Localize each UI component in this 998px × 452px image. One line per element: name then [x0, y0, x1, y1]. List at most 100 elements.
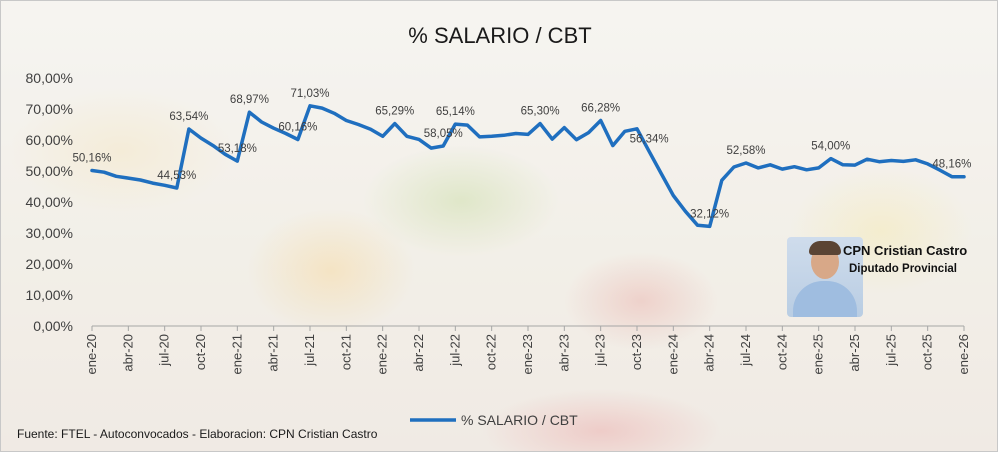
author-avatar [787, 237, 863, 317]
data-point [381, 135, 384, 138]
data-label: 56,34% [630, 133, 669, 145]
data-point [139, 178, 142, 182]
x-tick-label: jul-23 [593, 334, 608, 367]
data-label: 48,16% [932, 159, 971, 171]
data-point [308, 104, 312, 108]
data-point [127, 176, 130, 180]
data-point [369, 127, 372, 131]
data-point [514, 132, 518, 135]
x-tick-label: ene-25 [811, 334, 826, 374]
author-badge: CPN Cristian Castro Diputado Provincial [787, 237, 973, 317]
author-role: Diputado Provincial [849, 263, 957, 275]
author-name: CPN Cristian Castro [843, 243, 968, 258]
x-tick-label: ene-20 [84, 334, 99, 374]
data-point [102, 171, 106, 174]
y-tick-label: 0,00% [33, 318, 73, 334]
data-point [333, 112, 336, 115]
data-point [284, 132, 287, 135]
data-label: 58,05% [424, 128, 463, 140]
data-label: 63,54% [169, 111, 208, 123]
y-tick-label: 50,00% [26, 163, 73, 179]
y-tick-label: 20,00% [26, 256, 73, 272]
x-tick-label: ene-21 [229, 334, 244, 374]
data-label: 60,16% [278, 122, 317, 134]
data-point [890, 159, 893, 162]
x-tick-label: ene-26 [956, 334, 971, 374]
data-label: 68,97% [230, 94, 269, 106]
data-label: 53,18% [218, 143, 257, 155]
data-point [611, 144, 614, 147]
data-label: 65,14% [436, 106, 475, 118]
data-point [841, 163, 845, 166]
data-point [696, 224, 699, 227]
x-tick-label: jul-22 [447, 334, 462, 367]
data-point [538, 122, 542, 125]
chart-title: % SALARIO / CBT [408, 23, 591, 48]
data-point [635, 127, 639, 131]
y-tick-label: 40,00% [26, 194, 73, 210]
data-point [187, 127, 191, 131]
data-point [672, 194, 675, 197]
x-tick-label: oct-25 [920, 334, 935, 370]
data-point [224, 153, 227, 156]
x-tick-label: oct-21 [338, 334, 353, 370]
legend: % SALARIO / CBT [410, 412, 578, 428]
x-tick-label: oct-24 [774, 334, 789, 370]
data-point [926, 162, 929, 166]
data-point [744, 161, 748, 165]
data-label: 66,28% [581, 103, 620, 115]
x-tick-label: ene-24 [665, 334, 680, 374]
x-tick-label: abr-22 [411, 334, 426, 372]
data-label: 54,00% [811, 141, 850, 153]
x-tick-label: ene-23 [520, 334, 535, 374]
legend-label: % SALARIO / CBT [461, 412, 578, 428]
data-point [865, 158, 869, 161]
data-point [393, 122, 396, 125]
x-tick-label: oct-22 [484, 334, 499, 370]
data-label: 44,53% [157, 170, 196, 182]
data-point [151, 181, 154, 185]
data-point [781, 167, 784, 171]
data-point [938, 168, 941, 172]
data-label: 50,16% [72, 153, 111, 165]
data-point [853, 163, 857, 167]
y-tick-label: 60,00% [26, 132, 73, 148]
data-point [272, 127, 275, 130]
x-tick-label: abr-25 [847, 334, 862, 372]
data-point [405, 135, 409, 138]
data-point [793, 165, 796, 168]
source-note: Fuente: FTEL - Autoconvocados - Elaborac… [17, 427, 378, 441]
x-tick-label: oct-23 [629, 334, 644, 370]
data-point [902, 160, 905, 163]
data-point [429, 146, 433, 150]
data-point [211, 144, 215, 147]
x-tick-label: ene-22 [375, 334, 390, 374]
data-point [296, 138, 300, 141]
data-point [490, 135, 493, 138]
data-point [248, 110, 251, 114]
data-point [720, 179, 723, 182]
data-point [587, 131, 590, 134]
y-tick-label: 70,00% [26, 101, 73, 117]
data-point [478, 135, 481, 139]
x-tick-label: oct-20 [193, 334, 208, 370]
data-point [526, 133, 530, 136]
data-point [115, 175, 118, 178]
x-tick-label: jul-21 [302, 334, 317, 367]
data-point [950, 175, 954, 178]
data-point [163, 184, 166, 187]
data-point [563, 126, 566, 129]
data-point [357, 123, 360, 126]
data-label: 32,12% [690, 208, 729, 220]
data-point [660, 172, 663, 175]
data-point [345, 119, 348, 122]
data-point [647, 150, 651, 153]
data-point [236, 159, 239, 163]
data-point [417, 138, 421, 141]
data-point [708, 225, 711, 228]
y-tick-label: 80,00% [26, 70, 73, 86]
x-tick-label: jul-20 [157, 334, 172, 367]
data-label: 71,03% [290, 88, 329, 100]
x-tick-label: abr-23 [556, 334, 571, 372]
